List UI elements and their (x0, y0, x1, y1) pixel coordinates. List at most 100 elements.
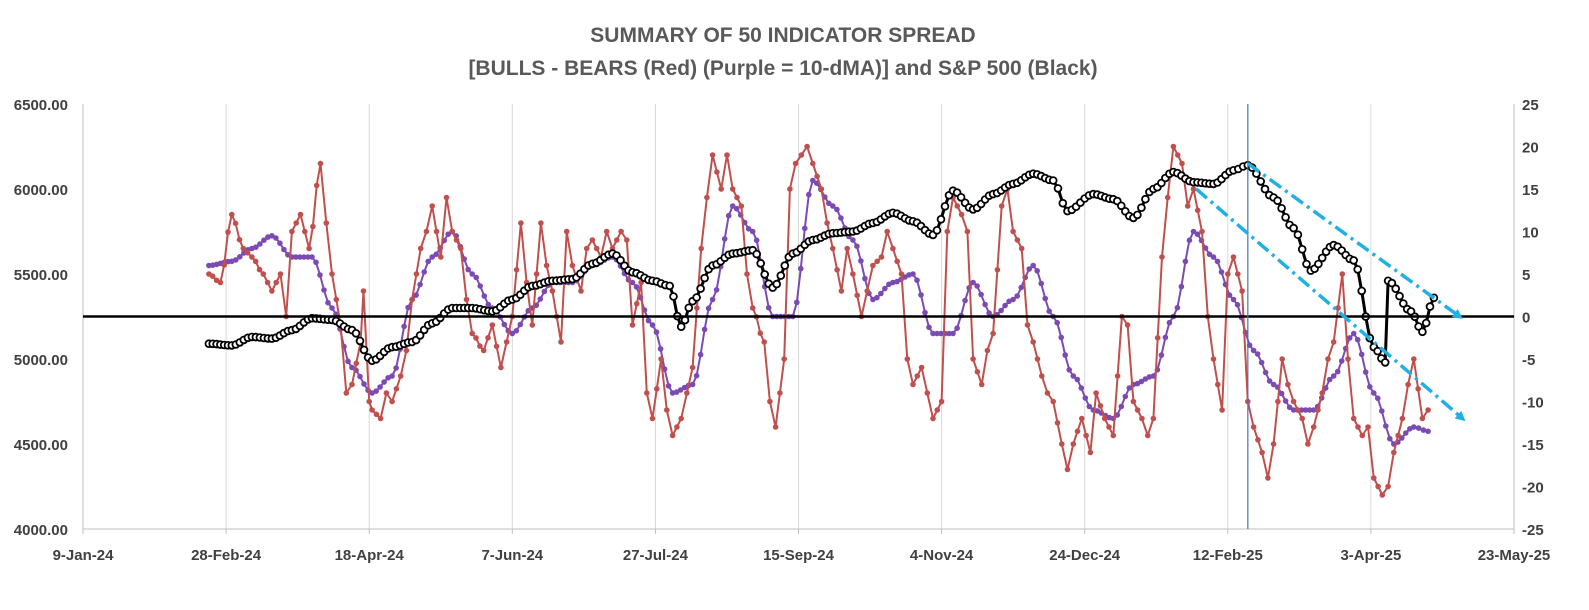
sp500-point (669, 292, 678, 301)
spread-point (698, 245, 704, 252)
spread-point (389, 398, 395, 405)
ma-point (1250, 347, 1257, 354)
spread-point (729, 186, 736, 192)
x-tick-label: 24-Dec-24 (1049, 547, 1121, 564)
spread-point (260, 271, 267, 277)
ma-point (1174, 304, 1181, 311)
sp500-point (1260, 184, 1270, 194)
ma-point (1138, 378, 1145, 385)
spread-point (1074, 428, 1081, 435)
ma-point (1086, 403, 1093, 410)
spread-point (343, 390, 350, 396)
spread-point (954, 203, 961, 209)
sp500-point (696, 284, 705, 293)
ma-point (1420, 427, 1427, 433)
spread-point (658, 356, 664, 362)
spread-point (830, 245, 836, 252)
spread-point (240, 245, 247, 252)
spread-point (209, 273, 216, 280)
ma-point (1126, 385, 1133, 391)
spread-point (1299, 415, 1305, 422)
ma-point (1066, 367, 1072, 373)
spread-line (208, 145, 1429, 496)
spread-point (1391, 449, 1397, 456)
ma-point (1078, 385, 1085, 391)
spread-point (1399, 415, 1406, 422)
y-right-tick-label: -25 (1522, 522, 1544, 539)
sp500-point (936, 215, 946, 224)
spread-point (930, 415, 936, 422)
ma-point (421, 269, 428, 275)
series-ma (206, 177, 1431, 447)
spread-point (738, 203, 745, 209)
sp500-point (1380, 358, 1390, 367)
ma-point (697, 351, 704, 358)
spread-point (458, 245, 464, 252)
ma-point (469, 271, 476, 277)
spread-point (1385, 483, 1391, 490)
ma-point (1214, 258, 1221, 265)
spread-point (438, 254, 444, 260)
spread-point (910, 381, 916, 388)
spread-point (1270, 441, 1277, 447)
spread-point (978, 381, 985, 388)
spread-point (838, 288, 845, 294)
x-tick-label: 4-Nov-24 (910, 547, 974, 564)
sp500-point (1353, 265, 1362, 274)
ma-point (1383, 423, 1389, 429)
spread-point (1415, 386, 1421, 392)
ma-point (1118, 403, 1125, 410)
ma-point (321, 287, 327, 293)
spread-point (1310, 424, 1317, 430)
ma-point (1158, 352, 1165, 358)
spread-point (383, 390, 390, 396)
spread-point (1285, 381, 1291, 388)
ma-point (1415, 425, 1422, 431)
spread-point (1044, 390, 1051, 396)
x-tick-label: 12-Feb-25 (1193, 547, 1263, 564)
ma-point (1234, 302, 1241, 308)
ma-point (665, 383, 672, 389)
sp500-point (1314, 259, 1323, 269)
spread-point (1319, 390, 1325, 396)
spread-point (1179, 160, 1185, 167)
spread-point (924, 390, 931, 396)
spread-point (449, 228, 456, 235)
spread-point (938, 398, 945, 405)
sp500-point (1053, 184, 1063, 193)
ma-point (237, 253, 243, 260)
spread-point (1330, 339, 1337, 345)
sp500-point (700, 273, 709, 283)
ma-point (349, 364, 355, 371)
spread-point (1279, 356, 1285, 362)
ma-point (834, 206, 840, 213)
sp500-point (1058, 198, 1068, 208)
ma-point (914, 277, 920, 284)
x-tick-label: 27-Jul-24 (623, 547, 689, 564)
ma-point (1062, 352, 1068, 358)
spread-point (964, 228, 971, 235)
spread-point (1230, 254, 1237, 260)
spread-point (1239, 288, 1245, 294)
ma-point (874, 294, 880, 301)
spread-point (1024, 322, 1031, 328)
spread-point (1164, 194, 1171, 201)
spread-point (423, 228, 430, 235)
spread-point (1350, 415, 1357, 422)
spread-point (1295, 407, 1301, 413)
y-right-tick-label: -5 (1522, 352, 1535, 369)
ma-point (1362, 369, 1369, 375)
ma-point (938, 330, 944, 337)
spread-point (874, 258, 880, 265)
ma-point (709, 296, 716, 303)
ma-point (705, 305, 712, 312)
ma-point (377, 384, 383, 390)
ma-point (878, 290, 884, 297)
spread-point (1335, 305, 1341, 311)
spread-point (1259, 449, 1265, 456)
spread-point (543, 262, 550, 269)
spread-point (244, 250, 251, 256)
spread-point (310, 223, 316, 230)
spread-point (593, 245, 600, 252)
